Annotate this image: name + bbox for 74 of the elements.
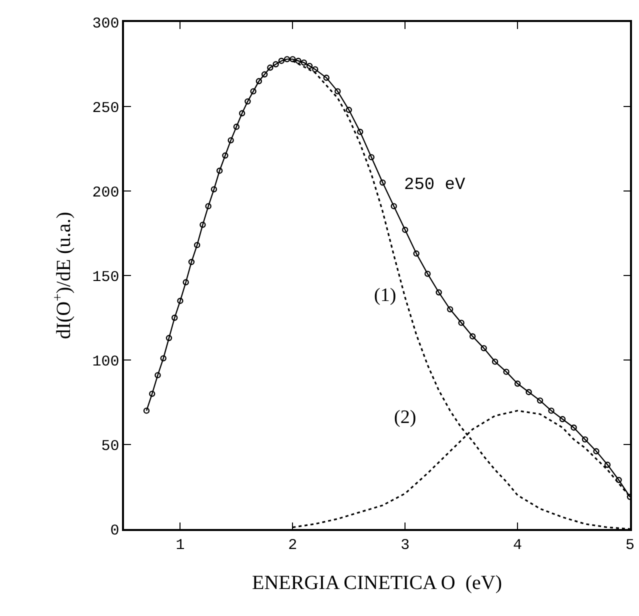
point (267, 64, 274, 71)
point (503, 368, 510, 375)
x-tick-label: 3 (400, 536, 410, 554)
point (380, 179, 386, 186)
x-tick-label: 2 (288, 536, 298, 554)
point (154, 372, 161, 378)
point (582, 436, 588, 443)
x-tick-label: 5 (625, 536, 635, 554)
point (256, 78, 262, 84)
point (233, 124, 240, 130)
point (334, 88, 341, 94)
point (357, 128, 364, 135)
point (194, 242, 200, 248)
point (446, 306, 454, 312)
point (188, 258, 195, 266)
y-tick-label: 100 (92, 353, 120, 370)
point (250, 88, 256, 94)
point (604, 462, 611, 468)
point (390, 203, 397, 210)
y-tick-label: 50 (101, 438, 120, 455)
point (261, 71, 268, 78)
point (149, 390, 156, 397)
point (480, 345, 487, 352)
point (436, 289, 442, 296)
x-tick-label: 4 (513, 536, 522, 554)
point (514, 380, 521, 387)
point (290, 56, 296, 62)
point (548, 408, 554, 414)
point (166, 334, 172, 342)
point (536, 397, 544, 404)
point (559, 416, 566, 422)
point (492, 358, 498, 365)
point (306, 62, 313, 70)
y-tick-label: 0 (110, 522, 120, 540)
x-axis-title: ENERGIA CINETICA O (eV) (252, 572, 502, 594)
point (143, 408, 150, 414)
point (222, 152, 228, 159)
point (413, 250, 420, 257)
annotation: (2) (394, 407, 416, 428)
point (284, 56, 290, 62)
point (368, 154, 374, 160)
point (200, 222, 206, 228)
point (272, 61, 279, 68)
y-tick-label: 200 (92, 184, 120, 202)
point (238, 110, 246, 116)
point (244, 98, 251, 105)
point (295, 58, 302, 64)
point (616, 476, 622, 484)
point (593, 448, 600, 454)
point (205, 203, 212, 210)
point (346, 106, 352, 113)
annotation: 250 eV (404, 176, 466, 195)
point (177, 298, 184, 304)
y-tick-label: 150 (92, 268, 120, 286)
x-tick-label: 1 (176, 536, 185, 554)
point (278, 58, 285, 64)
point (402, 226, 408, 233)
point (160, 355, 166, 362)
annotation: (1) (374, 285, 396, 306)
point (469, 333, 476, 340)
point (210, 186, 218, 192)
point (323, 74, 330, 81)
point (424, 270, 431, 277)
point (300, 59, 308, 66)
point (526, 389, 532, 396)
point (312, 66, 318, 72)
point (172, 314, 178, 321)
point (216, 168, 223, 174)
y-tick-label: 250 (92, 100, 120, 117)
point (570, 424, 577, 431)
point (228, 137, 234, 144)
y-tick-label: 300 (92, 15, 120, 32)
point (458, 320, 464, 326)
point (182, 279, 189, 286)
